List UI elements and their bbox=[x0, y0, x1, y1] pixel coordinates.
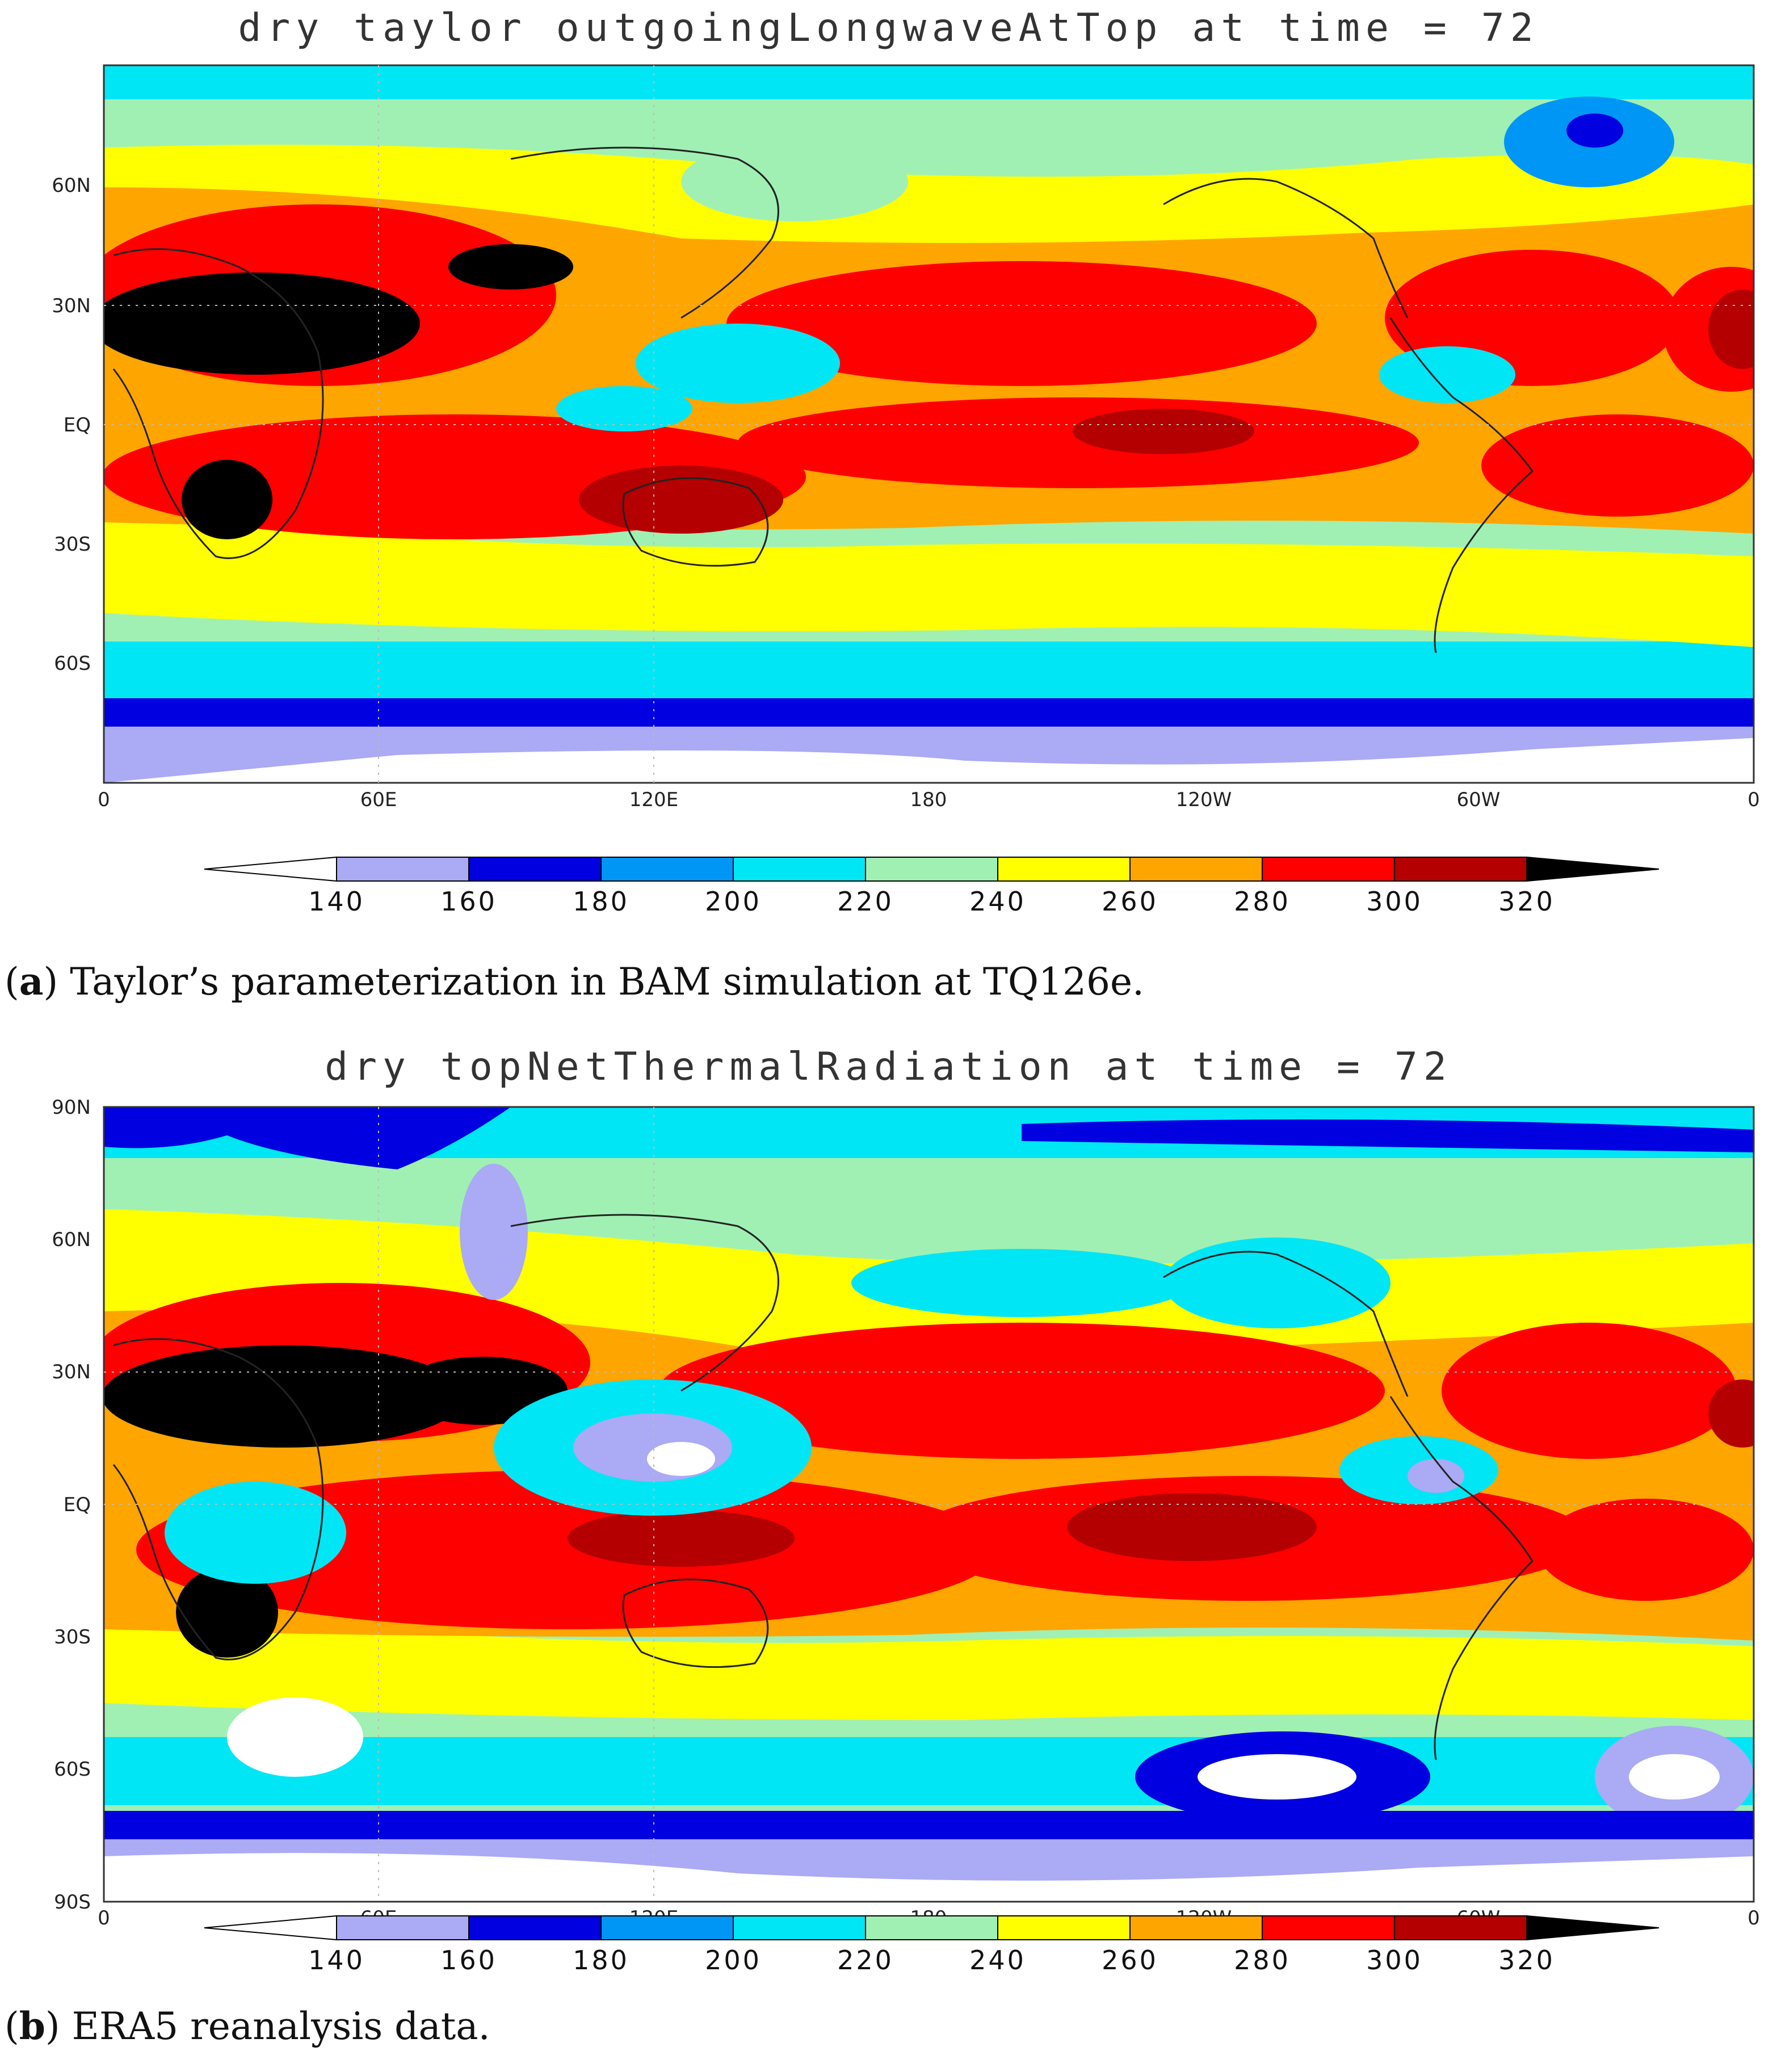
lat-tick: 30S bbox=[54, 1626, 91, 1649]
caption-text: Taylor’s parameterization in BAM simulat… bbox=[58, 960, 1145, 1004]
colorbar-tick-label: 160 bbox=[440, 886, 497, 917]
lat-tick: 60N bbox=[52, 1228, 91, 1251]
lat-tick: 60N bbox=[52, 174, 91, 197]
caption-letter: b bbox=[19, 2004, 45, 2048]
lon-tick: 0 bbox=[1747, 1907, 1760, 1930]
lon-tick: 120W bbox=[1176, 788, 1232, 811]
lat-tick: 60S bbox=[54, 652, 91, 675]
colorbar-tick-label: 220 bbox=[837, 886, 894, 917]
coastlines-a bbox=[112, 146, 1534, 653]
map-b: 90N 60N 30N EQ 30S 60S 90S 0 60E 120E 18… bbox=[52, 1096, 1760, 1930]
lon-tick: 0 bbox=[98, 788, 110, 811]
map-title-a: dry taylor outgoingLongwaveAtTop at time… bbox=[238, 6, 1539, 51]
colorbar-tick-label: 260 bbox=[1102, 886, 1158, 917]
lat-tick: 30N bbox=[52, 295, 91, 317]
caption-a: (a) Taylor’s parameterization in BAM sim… bbox=[5, 959, 1145, 1004]
colorbar-swatch bbox=[1394, 857, 1527, 882]
caption-text: ERA5 reanalysis data. bbox=[60, 2004, 490, 2048]
colorbar-swatch bbox=[1262, 857, 1395, 882]
lon-axis-b: 0 60E 120E 180 120W 60W 0 bbox=[98, 1907, 1760, 1930]
lon-tick: 120E bbox=[629, 1907, 678, 1930]
colorbar-swatch bbox=[600, 857, 734, 882]
lat-axis-b: 90N 60N 30N EQ 30S 60S 90S bbox=[52, 1096, 91, 1914]
colorbar-end-low bbox=[204, 856, 337, 882]
lat-tick: EQ bbox=[64, 414, 91, 437]
lat-tick: 90S bbox=[54, 1891, 91, 1914]
lon-axis-a: 0 60E 120E 180 120W 60W 0 bbox=[98, 788, 1760, 811]
colorbar-swatch bbox=[733, 857, 866, 882]
lat-tick: 90N bbox=[52, 1096, 91, 1119]
lon-tick: 0 bbox=[98, 1907, 110, 1930]
coastlines-b bbox=[112, 1214, 1534, 1760]
lat-tick: 30N bbox=[52, 1361, 91, 1383]
lon-tick: 120E bbox=[629, 788, 678, 811]
colorbar-swatch bbox=[997, 857, 1131, 882]
map-a: 60N 30N EQ 30S 60S 0 60E 120E 180 120W 6… bbox=[52, 64, 1760, 917]
colorbar-swatch bbox=[865, 857, 998, 882]
lon-tick: 60E bbox=[360, 788, 397, 811]
lat-tick: EQ bbox=[64, 1494, 91, 1516]
colorbar-tick-label: 300 bbox=[1366, 886, 1423, 917]
lon-tick: 60W bbox=[1457, 788, 1501, 811]
panel-a: dry taylor outgoingLongwaveAtTop at time… bbox=[0, 0, 1777, 1033]
colorbar-tick-label: 280 bbox=[1234, 886, 1291, 917]
panel-b: dry topNetThermalRadiation at time = 72 bbox=[0, 1039, 1777, 2072]
lon-tick: 180 bbox=[910, 1907, 947, 1930]
colorbar-end-high bbox=[1526, 856, 1660, 882]
lat-tick: 60S bbox=[54, 1758, 91, 1781]
colorbar-tick-label: 200 bbox=[705, 886, 762, 917]
caption-letter: a bbox=[19, 959, 44, 1004]
colorbar-tick-label: 240 bbox=[969, 886, 1026, 917]
lat-axis-a: 60N 30N EQ 30S 60S bbox=[52, 174, 91, 675]
field-a bbox=[104, 65, 1754, 783]
map-title-b: dry topNetThermalRadiation at time = 72 bbox=[325, 1045, 1452, 1089]
lat-tick: 30S bbox=[54, 533, 91, 556]
lon-tick: 0 bbox=[1747, 788, 1760, 811]
colorbar-tick-label: 320 bbox=[1498, 886, 1555, 917]
caption-b: (b) ERA5 reanalysis data. bbox=[5, 2004, 490, 2048]
gridlines-b bbox=[104, 1107, 1754, 1902]
gridlines-a bbox=[104, 65, 1754, 783]
colorbar-swatch bbox=[468, 857, 602, 882]
lon-tick: 60E bbox=[360, 1907, 397, 1930]
lon-tick: 180 bbox=[910, 788, 947, 811]
colorbar-tick-label: 140 bbox=[308, 886, 365, 917]
colorbar-tick-label: 180 bbox=[573, 886, 629, 917]
colorbar-swatch bbox=[336, 857, 469, 882]
colorbar-swatch bbox=[1129, 857, 1263, 882]
lon-tick: 60W bbox=[1457, 1907, 1501, 1930]
lon-tick: 120W bbox=[1176, 1907, 1232, 1930]
colorbar-a: 140 160 180 200 220 240 260 280 300 320 bbox=[204, 856, 1660, 917]
